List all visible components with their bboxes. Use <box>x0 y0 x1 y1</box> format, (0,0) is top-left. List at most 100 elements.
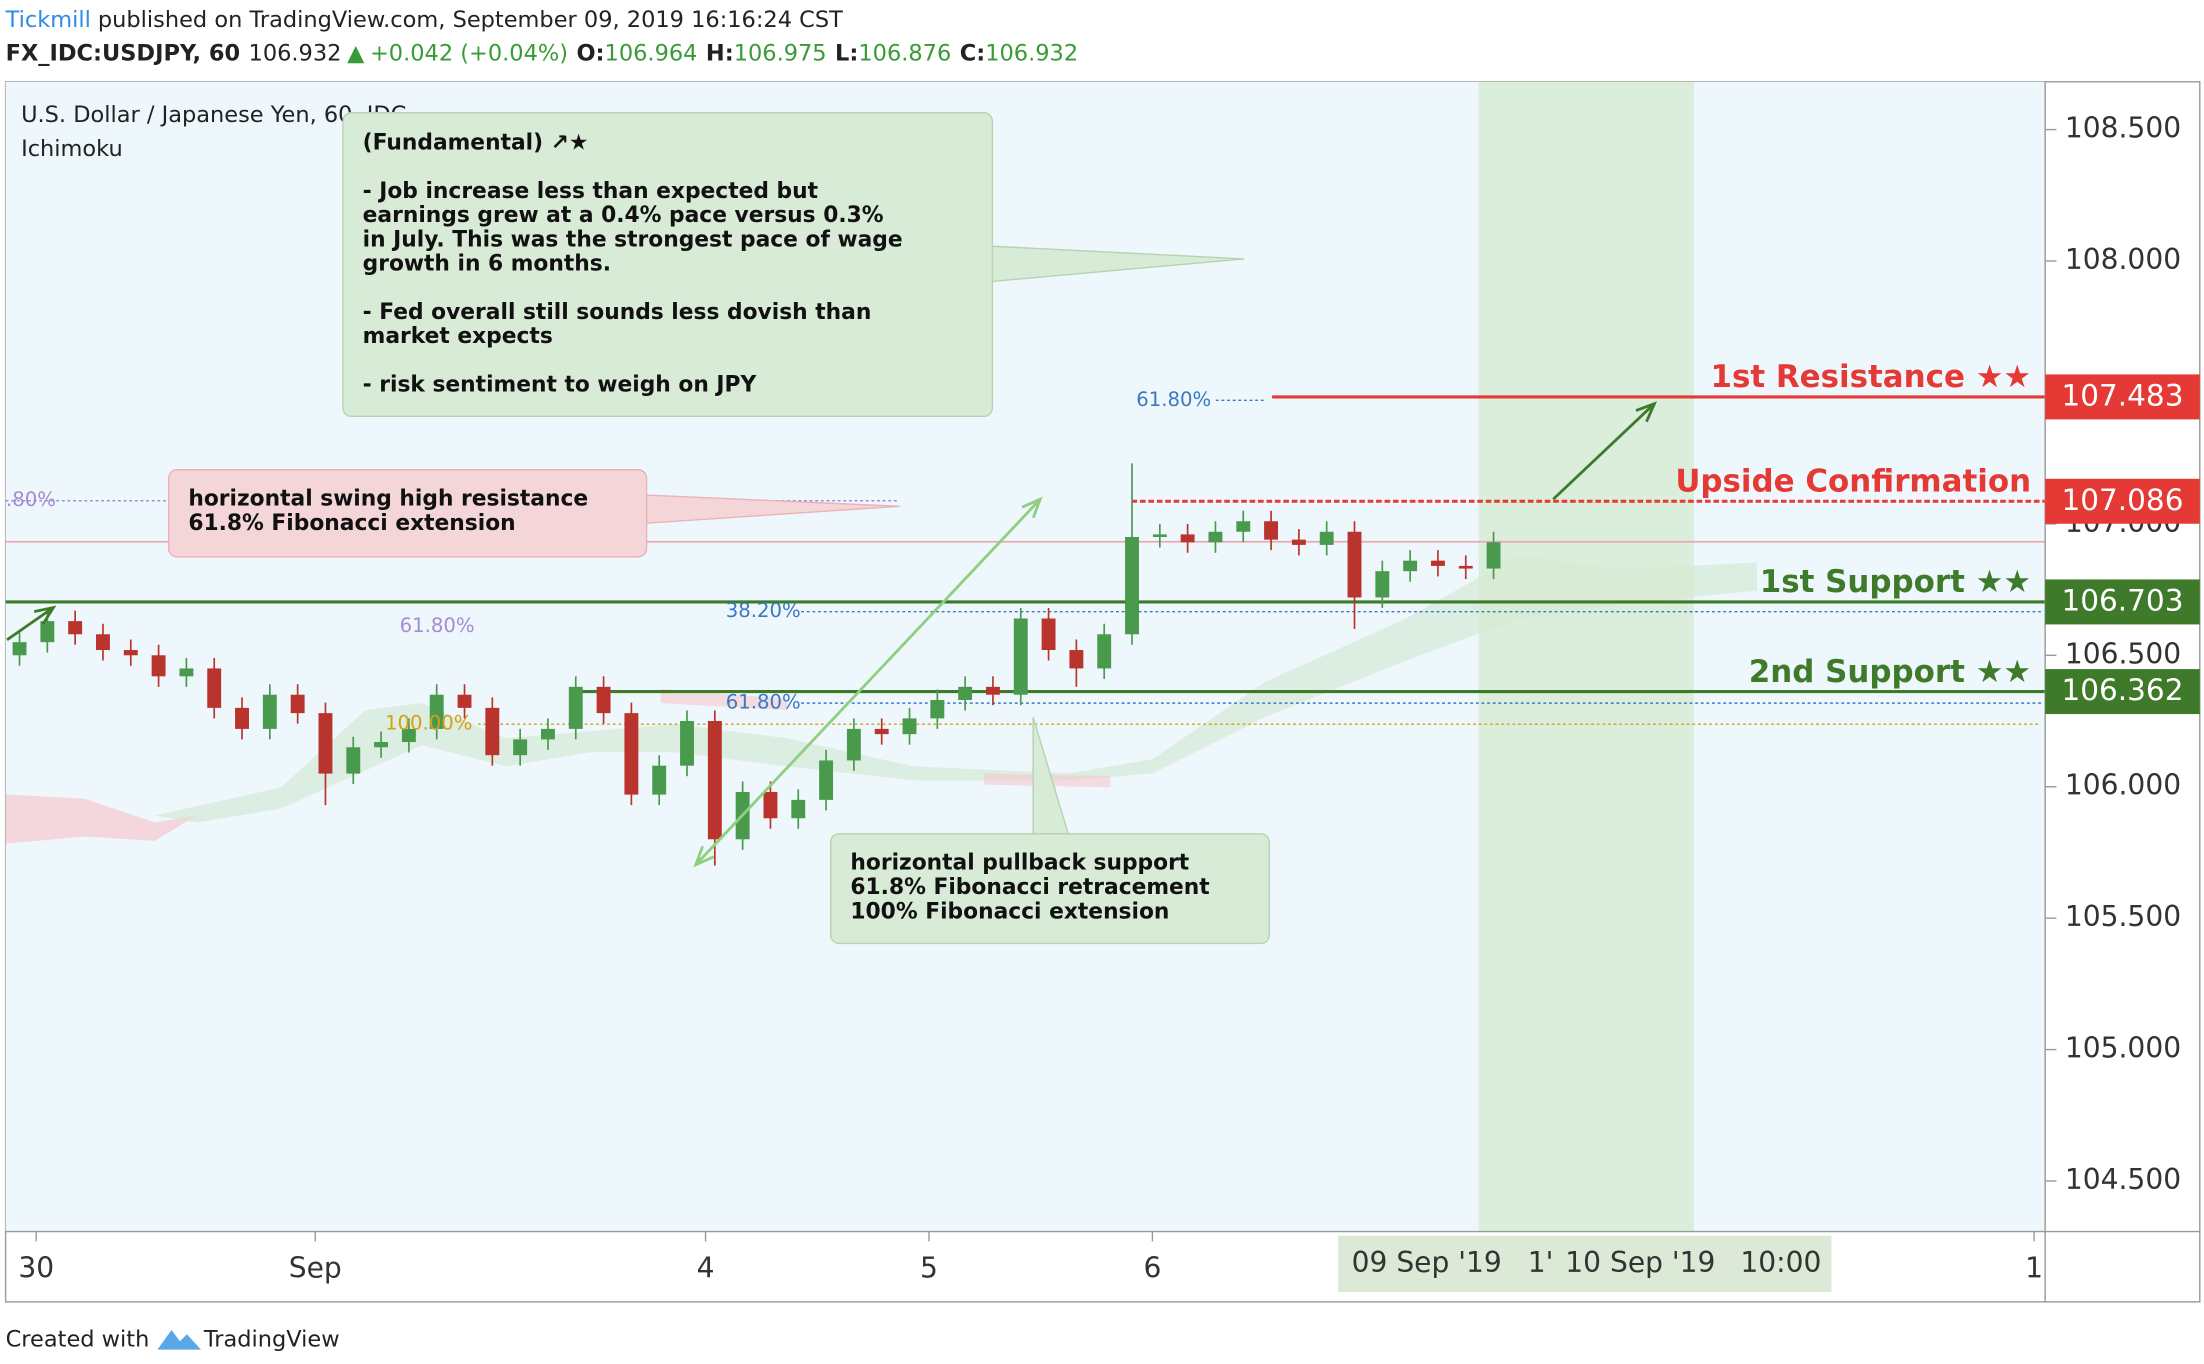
trend-arrow <box>6 606 55 641</box>
candle-body <box>1347 531 1362 598</box>
fib-label: .80% <box>6 488 56 511</box>
price-tag <box>2045 579 2200 625</box>
candle-body <box>819 760 834 800</box>
candle-body <box>1236 521 1251 532</box>
candle-body <box>596 686 611 714</box>
callout-text: market expects <box>363 324 553 349</box>
candle-body <box>791 799 806 819</box>
time-range-label: 09 Sep '19 <box>1352 1246 1502 1279</box>
level-label: 1st Resistance ★★ <box>1710 359 2031 395</box>
time-range-axis-box <box>1338 1235 1832 1293</box>
callout-box <box>342 112 994 418</box>
indicator-label: Ichimoku <box>21 136 123 162</box>
fib-label: 38.20% <box>726 599 801 622</box>
fib-label: 61.80% <box>726 691 801 714</box>
candle-body <box>846 728 861 761</box>
callout-text: earnings grew at a 0.4% pace versus 0.3% <box>363 203 884 228</box>
callout-text: 61.8% Fibonacci retracement <box>850 875 1209 900</box>
candle-body <box>207 668 222 708</box>
candle-body <box>930 699 945 719</box>
price-tag-label: 106.703 <box>2061 583 2183 617</box>
fib-label: 100.00% <box>385 712 472 735</box>
plot-area <box>5 81 2046 1232</box>
candle-body <box>874 728 889 735</box>
candle-body <box>68 621 83 635</box>
arrow-head <box>1635 401 1658 423</box>
candle-body <box>1208 531 1223 543</box>
candle-body <box>429 694 444 729</box>
candle-body <box>401 728 416 743</box>
x-tick-label: 4 <box>697 1252 715 1285</box>
header-line-2: FX_IDC:USDJPY, 60 106.932 ▲ +0.042 (+0.04%)… <box>6 40 1079 66</box>
candle-body <box>290 694 305 714</box>
y-tick-label: 106.000 <box>2065 769 2181 802</box>
callout-text: 61.8% Fibonacci extension <box>188 511 515 536</box>
candle-body <box>262 694 277 729</box>
candle-body <box>457 694 472 708</box>
ichimoku-cloud <box>5 794 197 844</box>
time-range-label: 10 Sep '19 <box>1565 1246 1715 1279</box>
candle-body <box>1458 565 1473 569</box>
candle-body <box>1430 560 1445 566</box>
x-tick-label: 1 <box>2025 1252 2043 1285</box>
candle-body <box>1319 531 1334 545</box>
overlay: (Fundamental) ↗★ - Job increase less than… <box>6 112 2031 945</box>
candle-body <box>1069 650 1084 669</box>
price-tag-label: 107.483 <box>2061 378 2183 412</box>
footer-brand: TradingView <box>203 1326 340 1352</box>
time-range-label: 1' <box>1528 1246 1554 1279</box>
x-tick-label: 6 <box>1143 1252 1161 1285</box>
level-label: Upside Confirmation <box>1675 463 2031 499</box>
x-tick-label: 30 <box>18 1252 54 1285</box>
candle-body <box>568 686 583 729</box>
candle-body <box>1264 521 1279 540</box>
candle-body <box>485 707 500 756</box>
candle-body <box>763 791 778 819</box>
y-tick-label: 108.500 <box>2065 112 2181 145</box>
callout-text: in July. This was the strongest pace of … <box>363 227 903 252</box>
ichimoku-cloud <box>154 555 1758 823</box>
candle-body <box>1097 634 1112 669</box>
callout-text: - Fed overall still sounds less dovish t… <box>363 300 872 325</box>
candle-body <box>179 668 194 677</box>
price-tag <box>2045 374 2200 420</box>
price-tag <box>2045 478 2200 524</box>
callout-text: horizontal pullback support <box>850 850 1189 875</box>
candle-body <box>96 634 110 651</box>
tradingview-logo <box>157 1329 202 1350</box>
level-label: 2nd Support ★★ <box>1749 654 2031 690</box>
price-tag <box>2045 669 2200 715</box>
fib-label: 61.80% <box>400 614 475 637</box>
callout-text: - Job increase less than expected but <box>363 179 818 204</box>
arrow-head <box>1021 496 1043 519</box>
callout-text: growth in 6 months. <box>363 252 611 277</box>
callout-box <box>167 469 648 558</box>
price-tag-label: 106.362 <box>2061 673 2183 707</box>
candle-body <box>958 686 973 700</box>
candle-body <box>541 728 555 740</box>
time-range-band <box>1478 81 1694 1232</box>
candle-body <box>1013 618 1028 695</box>
candle-body <box>513 739 528 756</box>
candle-body <box>1486 542 1501 569</box>
candle-body <box>1125 537 1139 635</box>
y-tick-label: 108.000 <box>2065 243 2181 276</box>
candle-body <box>40 621 55 643</box>
x-tick-label: 5 <box>920 1252 938 1285</box>
candle-body <box>680 721 694 766</box>
callout-text: - risk sentiment to weigh on JPY <box>363 372 757 397</box>
chart-title: U.S. Dollar / Japanese Yen, 60, IDC <box>21 102 406 128</box>
candle-body <box>707 721 722 840</box>
trend-arrow <box>694 498 1042 866</box>
candle-body <box>985 686 1000 695</box>
candle-body <box>1180 534 1195 543</box>
price-tag-label: 107.086 <box>2061 483 2183 517</box>
y-tick-label: 105.000 <box>2065 1032 2181 1065</box>
y-tick-label: 105.500 <box>2065 900 2181 933</box>
trend-arrow <box>1552 402 1656 501</box>
candle-body <box>1375 571 1390 598</box>
callout-text: horizontal swing high resistance <box>188 486 588 511</box>
arrow-head <box>693 845 715 868</box>
callout-text: 100% Fibonacci extension <box>850 900 1169 925</box>
